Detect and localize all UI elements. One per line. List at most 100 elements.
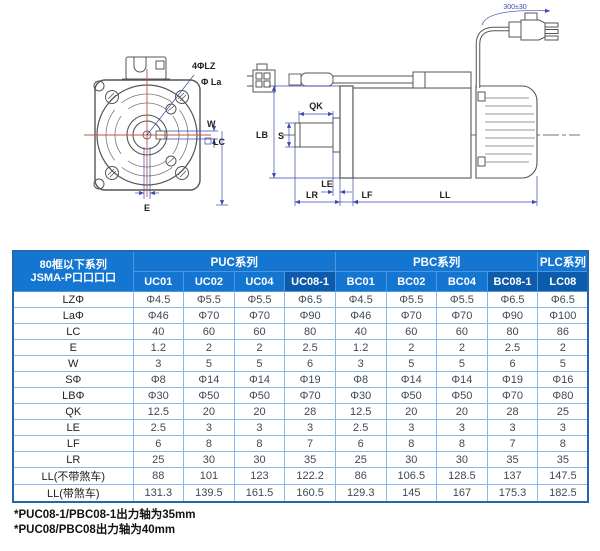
spec-cell: 106.5 — [385, 467, 438, 485]
dim-label-la: Φ La — [201, 77, 222, 87]
column-header-uc02: UC02 — [183, 271, 235, 292]
spec-cell: Φ5.5 — [183, 291, 235, 308]
spec-cell: 2 — [183, 339, 235, 356]
spec-cell: 128.5 — [436, 467, 488, 485]
spec-cell: 101 — [183, 467, 235, 485]
spec-cell: 35 — [284, 451, 336, 468]
center-lines — [84, 69, 211, 197]
row-label: LZΦ — [12, 291, 134, 308]
spec-cell: 35 — [537, 451, 589, 468]
spec-cell: Φ70 — [385, 307, 438, 324]
row-label: LR — [12, 451, 134, 468]
dim-label-4lz: 4ΦLZ — [192, 61, 216, 71]
spec-cell: 30 — [436, 451, 488, 468]
spec-cell: Φ70 — [436, 307, 488, 324]
spec-cell: 5 — [183, 355, 235, 372]
table-row: LL(不带煞车) 88 101 123 122.2 86 106.5 128.5 137 147.… — [12, 467, 589, 485]
spec-cell: 3 — [537, 419, 589, 436]
spec-cell: 30 — [233, 451, 286, 468]
table-row: LZΦ Φ4.5 Φ5.5 Φ5.5 Φ6.5 Φ4.5 Φ5.5 Φ5.5 Φ6.5 Φ6.5 — [12, 291, 589, 308]
table-row: LBΦ Φ30 Φ50 Φ50 Φ70 Φ30 Φ50 Φ50 Φ70 Φ80 — [12, 387, 589, 404]
spec-cell: Φ70 — [233, 307, 286, 324]
dim-label-le: LE — [321, 179, 333, 189]
dim-label-lf: LF — [362, 190, 373, 200]
spec-cell: 25 — [334, 451, 387, 468]
spec-cell: 7 — [486, 435, 539, 452]
spec-cell: Φ6.5 — [537, 291, 589, 308]
spec-cell: 80 — [284, 323, 336, 340]
spec-cell: 20 — [385, 403, 438, 420]
spec-cell: 5 — [436, 355, 488, 372]
table-row: SΦ Φ8 Φ14 Φ14 Φ19 Φ8 Φ14 Φ14 Φ19 Φ16 — [12, 371, 589, 388]
spec-cell: 80 — [486, 323, 539, 340]
spec-cell: 3 — [183, 419, 235, 436]
spec-cell: Φ70 — [183, 307, 235, 324]
spec-cell: Φ16 — [537, 371, 589, 388]
dim-label-s: S — [278, 131, 284, 141]
encoder-connector-front-icon — [122, 56, 170, 80]
spec-cell: 60 — [436, 323, 488, 340]
spec-cell: 131.3 — [132, 484, 185, 503]
spec-cell: 8 — [183, 435, 235, 452]
spec-cell: 20 — [436, 403, 488, 420]
row-label: W — [12, 355, 134, 372]
dim-label-e: E — [144, 203, 150, 213]
dim-label-w: W — [207, 119, 216, 129]
spec-cell: 145 — [385, 484, 438, 503]
spec-cell: 2 — [233, 339, 286, 356]
footnotes: *PUC08-1/PBC08-1出力轴为35mm *PUC08/PBC08出力轴… — [14, 508, 196, 538]
spec-cell: Φ14 — [183, 371, 235, 388]
side-dimension-lines — [269, 8, 551, 206]
series-header-puc: PUC系列 — [132, 250, 336, 272]
encoder-cable — [288, 72, 413, 87]
row-label: E — [12, 339, 134, 356]
spec-cell: 30 — [183, 451, 235, 468]
column-header-bc02: BC02 — [385, 271, 438, 292]
spec-cell: 2.5 — [284, 339, 336, 356]
spec-cell: 8 — [385, 435, 438, 452]
spec-cell: 129.3 — [334, 484, 387, 503]
power-connector-icon — [508, 12, 559, 41]
spec-cell: 60 — [233, 323, 286, 340]
encoder-connector-icon — [247, 63, 276, 93]
front-dimension-lines — [135, 74, 228, 206]
spec-cell: 12.5 — [334, 403, 387, 420]
row-label: LL(带煞车) — [12, 484, 134, 503]
spec-cell: Φ5.5 — [436, 291, 488, 308]
spec-cell: 6 — [132, 435, 185, 452]
terminal-block — [412, 71, 472, 89]
spec-cell: 86 — [537, 323, 589, 340]
table-row: QK 12.5 20 20 28 12.5 20 20 28 25 — [12, 403, 589, 420]
spec-cell: 8 — [233, 435, 286, 452]
spec-cell: 88 — [132, 467, 185, 485]
table-corner-header: 80框以下系列 JSMA-P口口口口 — [12, 250, 134, 292]
spec-cell: Φ46 — [132, 307, 185, 324]
spec-cell: Φ4.5 — [334, 291, 387, 308]
corner-line1: 80框以下系列 — [39, 258, 107, 271]
motor-front-view-drawing: 4ΦLZ Φ La W LC E — [84, 56, 228, 213]
spec-cell: 2.5 — [132, 419, 185, 436]
spec-cell: 2.5 — [334, 419, 387, 436]
spec-cell: 6 — [284, 355, 336, 372]
spec-cell: 139.5 — [183, 484, 235, 503]
spec-cell: Φ19 — [486, 371, 539, 388]
table-row: LC 40 60 60 80 40 60 60 80 86 — [12, 323, 589, 340]
column-header-uc08-1: UC08-1 — [284, 271, 336, 292]
spec-cell: 147.5 — [537, 467, 589, 485]
dim-label-ll: LL — [440, 190, 451, 200]
table-row: LaΦ Φ46 Φ70 Φ70 Φ90 Φ46 Φ70 Φ70 Φ90 Φ100 — [12, 307, 589, 324]
spec-cell: Φ6.5 — [284, 291, 336, 308]
spec-cell: Φ14 — [233, 371, 286, 388]
spec-cell: 28 — [284, 403, 336, 420]
series-header-row: 80框以下系列 JSMA-P口口口口 PUC系列 PBC系列 PLC系列 — [12, 250, 589, 292]
spec-cell: 161.5 — [233, 484, 286, 503]
spec-cell: 60 — [385, 323, 438, 340]
column-header-uc04: UC04 — [233, 271, 286, 292]
spec-cell: Φ8 — [334, 371, 387, 388]
table-row: LE 2.5 3 3 3 2.5 3 3 3 3 — [12, 419, 589, 436]
spec-cell: 7 — [284, 435, 336, 452]
spec-cell: 3 — [486, 419, 539, 436]
spec-cell: Φ46 — [334, 307, 387, 324]
spec-cell: 20 — [233, 403, 286, 420]
